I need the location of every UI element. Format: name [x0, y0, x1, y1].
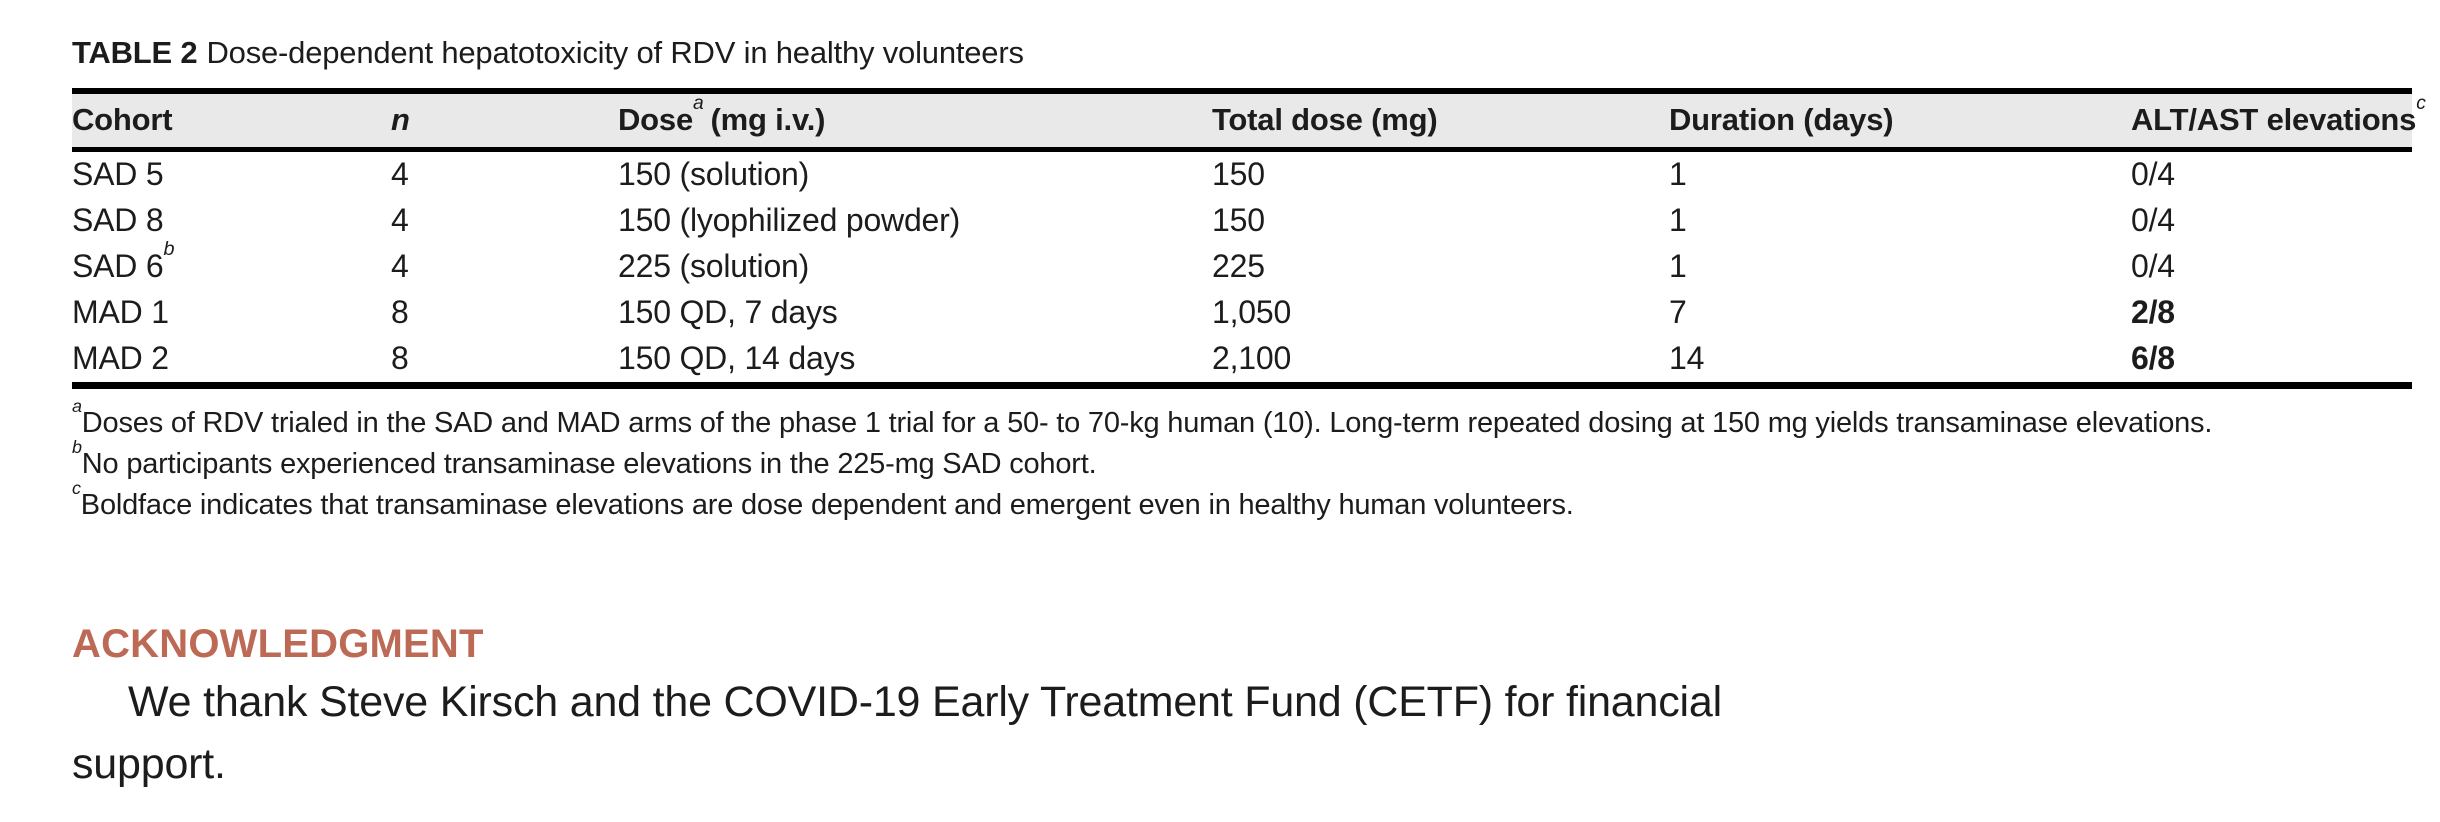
cell-n: 4 — [391, 202, 409, 238]
cell-cohort: SAD 6b — [72, 238, 175, 284]
footnote-marker-b: b — [163, 238, 175, 261]
footnote-a: aDoses of RDV trialed in the SAD and MAD… — [72, 397, 2412, 444]
acknowledgment-line: We thank Steve Kirsch and the COVID-19 E… — [128, 677, 1722, 726]
cell-alt-ast: 0/4 — [2131, 248, 2175, 284]
cell-n: 4 — [391, 156, 409, 192]
cell-n: 8 — [391, 294, 409, 330]
cell-alt-ast: 6/8 — [2131, 335, 2412, 389]
cell-total-dose: 1,050 — [1212, 294, 1292, 330]
page: TABLE 2 Dose-dependent hepatotoxicity of … — [72, 33, 2426, 795]
footnote-marker-c: c — [2416, 93, 2426, 115]
cell-total-dose: 150 — [1212, 156, 1265, 192]
footnote-marker-a: a — [693, 93, 704, 115]
footnote-b: bNo participants experienced transaminas… — [72, 438, 2412, 485]
cell-duration: 1 — [1669, 156, 1687, 192]
footnote-marker: a — [72, 395, 82, 416]
cell-alt-ast: 2/8 — [2131, 294, 2175, 330]
table-header-row: Cohort n Dosea (mg i.v.) Total dose (mg) … — [72, 88, 2426, 152]
table-title: TABLE 2 Dose-dependent hepatotoxicity of … — [72, 33, 2412, 73]
cell-dose: 150 (lyophilized powder) — [618, 202, 961, 238]
cell-dose: 150 QD, 14 days — [618, 335, 1212, 389]
footnote-marker: c — [72, 477, 81, 498]
cell-duration: 7 — [1669, 294, 1687, 330]
cell-total-dose: 225 — [1212, 248, 1265, 284]
footnote-text: Boldface indicates that transaminase ele… — [80, 488, 1574, 521]
footnote-marker: b — [72, 436, 82, 457]
table-row: SAD 6b 4 225 (solution) 225 1 0/4 — [72, 238, 2412, 290]
cell-duration: 14 — [1669, 335, 2131, 389]
cell-duration: 1 — [1669, 202, 1687, 238]
table-title-text: Dose-dependent hepatotoxicity of RDV in … — [206, 35, 1024, 70]
table-row: MAD 2 8 150 QD, 14 days 2,100 14 6/8 — [72, 335, 2412, 389]
footnote-text: Doses of RDV trialed in the SAD and MAD … — [81, 406, 2213, 439]
cell-total-dose: 150 — [1212, 202, 1265, 238]
cell-total-dose: 2,100 — [1212, 335, 1669, 389]
table-title-label: TABLE 2 — [72, 35, 198, 70]
col-header-alt-ast: ALT/AST elevationsc — [2131, 88, 2426, 152]
footnote-c: cBoldface indicates that transaminase el… — [72, 479, 2412, 526]
cell-cohort: MAD 2 — [72, 335, 391, 389]
cell-n: 8 — [391, 335, 618, 389]
cell-alt-ast: 0/4 — [2131, 156, 2175, 192]
col-header-n: n — [391, 88, 618, 152]
col-header-cohort: Cohort — [72, 88, 391, 152]
acknowledgment-line: support. — [72, 739, 226, 788]
cell-cohort: MAD 1 — [72, 294, 169, 330]
hepatotoxicity-table: Cohort n Dosea (mg i.v.) Total dose (mg) … — [72, 88, 2426, 389]
col-header-dose: Dosea (mg i.v.) — [618, 88, 1212, 152]
table-row: MAD 1 8 150 QD, 7 days 1,050 7 2/8 — [72, 290, 2412, 336]
cell-dose: 225 (solution) — [618, 248, 810, 284]
col-header-total-dose: Total dose (mg) — [1212, 88, 1669, 152]
cell-alt-ast: 0/4 — [2131, 202, 2175, 238]
cell-dose: 150 QD, 7 days — [618, 294, 838, 330]
col-header-duration: Duration (days) — [1669, 88, 2131, 152]
cell-dose: 150 (solution) — [618, 156, 810, 192]
table-row: SAD 8 4 150 (lyophilized powder) 150 1 0… — [72, 198, 2412, 244]
table-footnotes: aDoses of RDV trialed in the SAD and MAD… — [72, 397, 2412, 526]
cell-n: 4 — [391, 248, 409, 284]
table-row: SAD 5 4 150 (solution) 150 1 0/4 — [72, 149, 2412, 198]
acknowledgment-paragraph: We thank Steve Kirsch and the COVID-19 E… — [72, 671, 2412, 795]
acknowledgment-heading: ACKNOWLEDGMENT — [72, 621, 484, 666]
cell-duration: 1 — [1669, 248, 1687, 284]
footnote-text: No participants experienced transaminase… — [81, 447, 1097, 480]
cell-cohort: SAD 5 — [72, 156, 164, 192]
cell-cohort: SAD 8 — [72, 202, 164, 238]
